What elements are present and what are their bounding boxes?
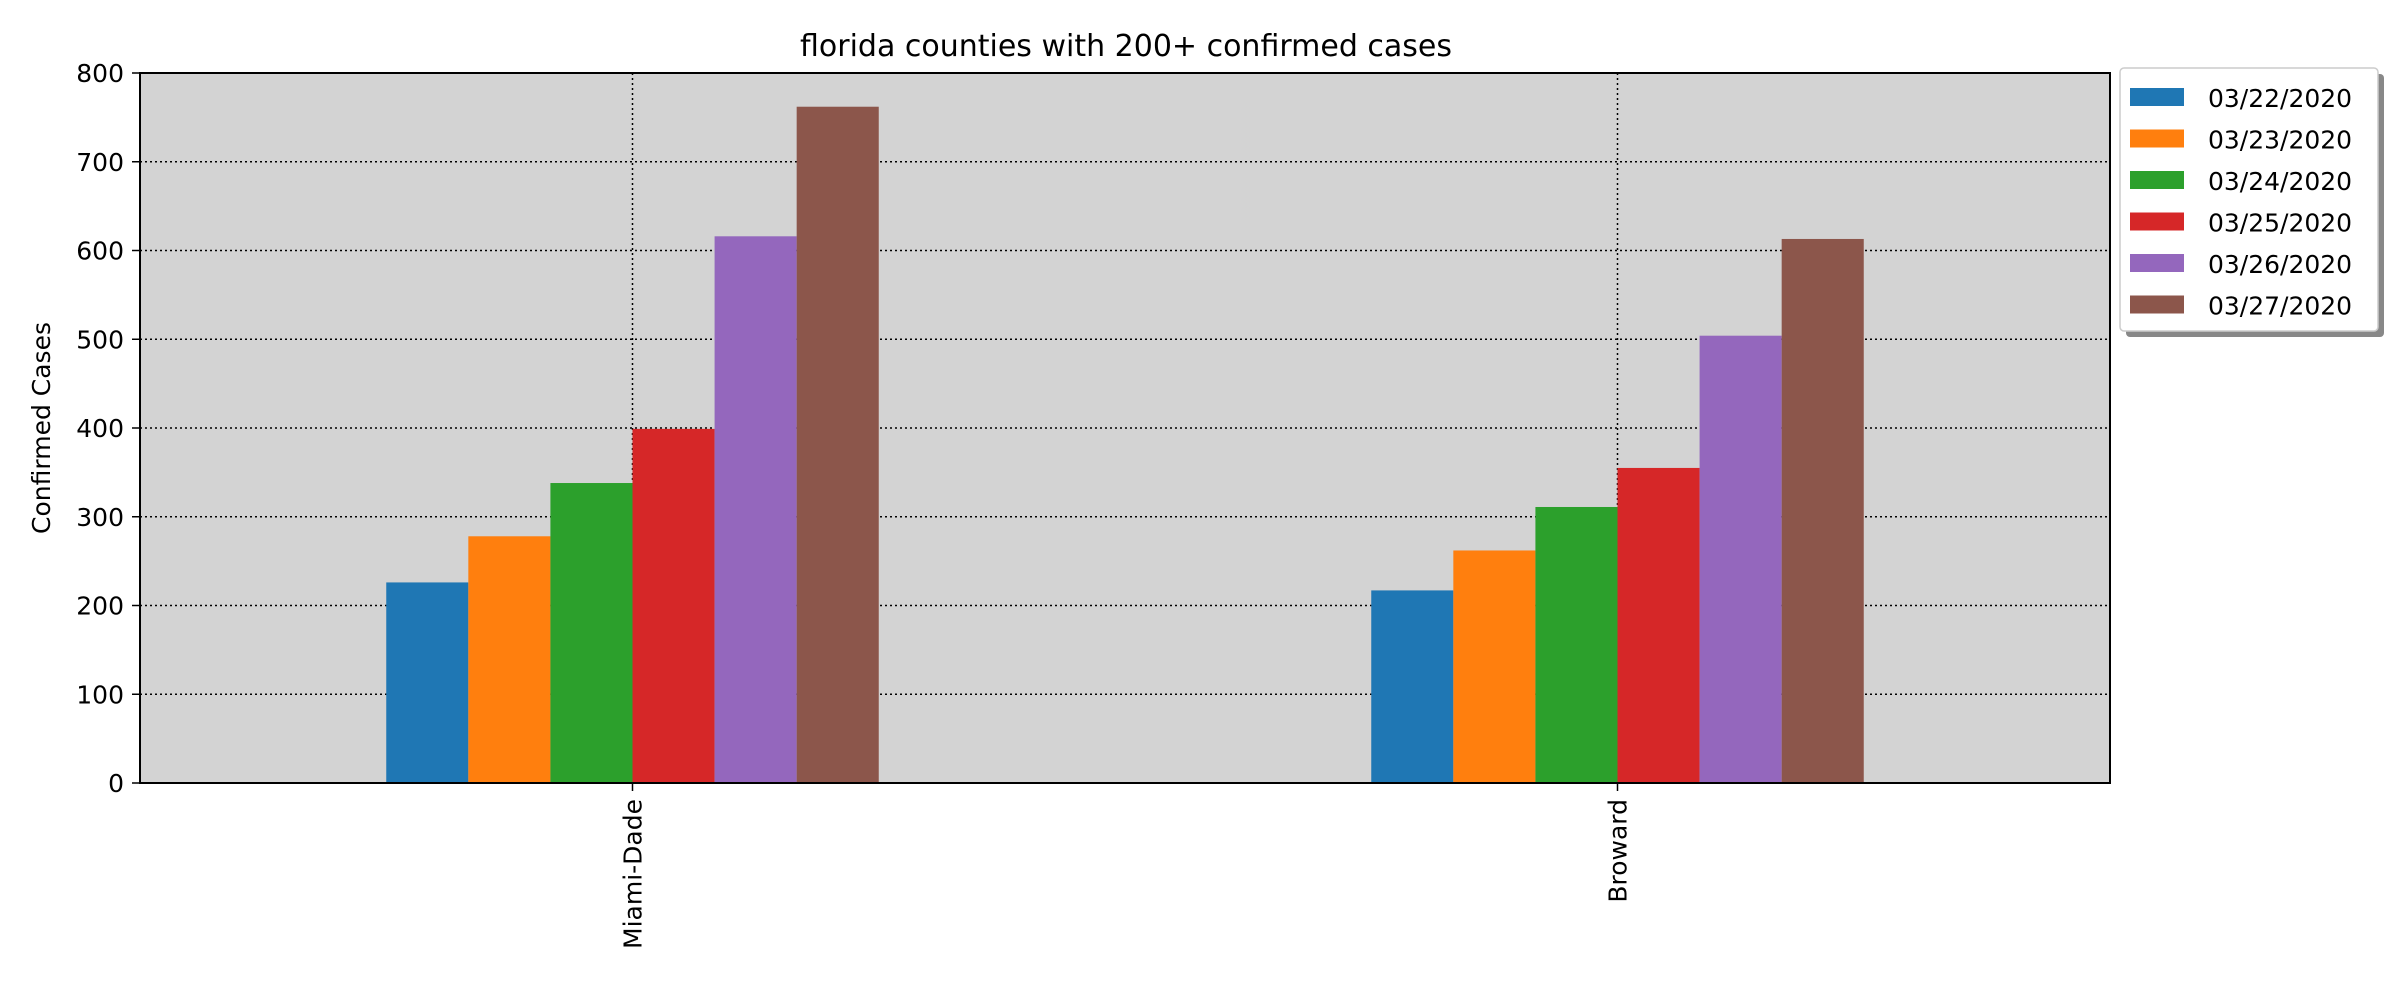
bar-miami-dade-1 <box>386 582 469 783</box>
y-axis-label: Confirmed Cases <box>27 322 56 534</box>
bar-broward-3 <box>1535 506 1618 783</box>
legend-label: 03/23/2020 <box>2208 126 2352 155</box>
legend-swatch <box>2130 212 2184 231</box>
bar-broward-4 <box>1617 467 1700 783</box>
bar-miami-dade-3 <box>550 483 633 783</box>
y-tick-label: 300 <box>76 503 124 532</box>
y-tick-label: 200 <box>76 592 124 621</box>
legend-swatch <box>2130 88 2184 106</box>
bar-miami-dade-4 <box>632 428 715 783</box>
legend-label: 03/25/2020 <box>2208 209 2352 238</box>
chart-title: florida counties with 200+ confirmed cas… <box>800 29 1452 64</box>
legend-box <box>2119 67 2379 332</box>
legend-swatch <box>2130 171 2184 189</box>
bar-broward-1 <box>1371 590 1454 783</box>
bar-broward-6 <box>1781 238 1864 783</box>
legend-label: 03/24/2020 <box>2208 167 2352 196</box>
legend-swatch <box>2130 295 2184 314</box>
legend-swatch <box>2130 254 2184 272</box>
legend-label: 03/26/2020 <box>2208 250 2352 279</box>
y-tick-label: 0 <box>108 769 124 798</box>
y-tick-label: 700 <box>76 148 124 177</box>
legend-swatch <box>2130 129 2184 148</box>
x-tick-label: Miami-Dade <box>619 799 648 949</box>
bar-miami-dade-6 <box>796 106 879 784</box>
y-tick-label: 100 <box>76 680 124 709</box>
x-tick-label: Broward <box>1604 799 1633 903</box>
legend-label: 03/27/2020 <box>2208 292 2352 321</box>
bar-miami-dade-5 <box>714 236 797 784</box>
y-tick-label: 600 <box>76 237 124 266</box>
bar-broward-5 <box>1699 335 1782 783</box>
bar-broward-2 <box>1453 550 1536 783</box>
plot-area: 0 100 200 300 400 500 600 700 800 Miami-Dade Browa… <box>76 59 2111 949</box>
y-tick-label: 500 <box>76 325 124 354</box>
legend: 03/22/2020 03/23/2020 03/24/2020 03/25/2020… <box>2119 67 2384 337</box>
bar-miami-dade-2 <box>468 536 551 783</box>
y-tick-label: 400 <box>76 414 124 443</box>
legend-label: 03/22/2020 <box>2208 84 2352 113</box>
y-tick-label: 800 <box>76 59 124 88</box>
